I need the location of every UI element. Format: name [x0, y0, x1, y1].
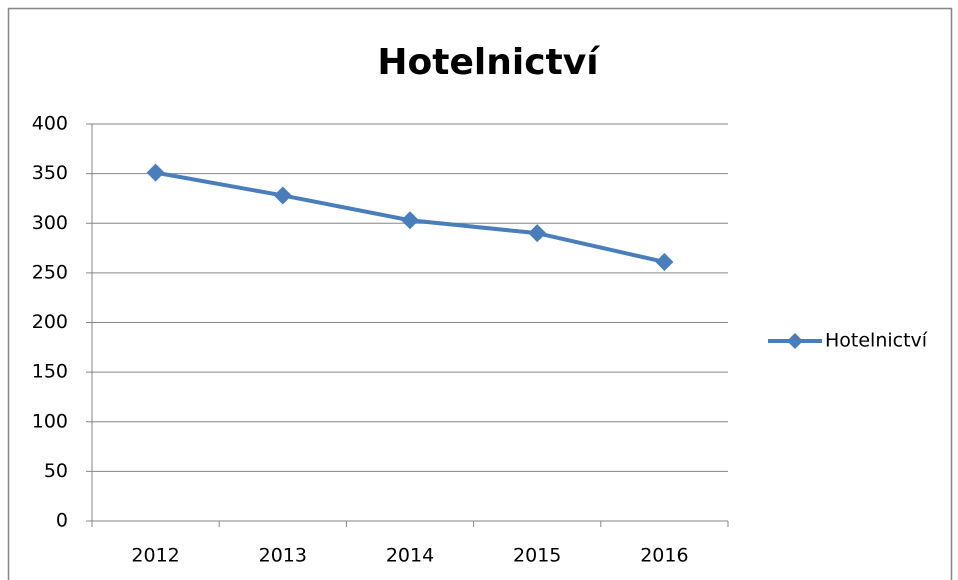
- marker: [273, 186, 292, 205]
- marker: [528, 224, 547, 243]
- y-tick-label: 50: [44, 460, 68, 482]
- legend-marker: [787, 333, 803, 349]
- x-tick-label: 2014: [386, 545, 434, 567]
- y-tick-label: 200: [32, 311, 68, 333]
- x-tick-label: 2013: [259, 545, 307, 567]
- marker: [401, 211, 419, 230]
- marker: [146, 163, 165, 182]
- y-tick-label: 250: [32, 261, 68, 283]
- y-tick-label: 150: [32, 361, 68, 383]
- y-tick-label: 400: [32, 113, 68, 135]
- legend-label: Hotelnictví: [825, 330, 928, 352]
- y-tick-label: 300: [32, 212, 68, 234]
- x-tick-label: 2015: [513, 545, 561, 567]
- y-tick-label: 350: [32, 162, 68, 184]
- x-tick-label: 2012: [131, 545, 179, 567]
- y-tick-label: 0: [56, 510, 68, 532]
- marker: [655, 252, 674, 271]
- chart-frame: [7, 7, 953, 580]
- chart-title: Hotelnictví: [377, 42, 600, 83]
- x-tick-label: 2016: [640, 545, 688, 567]
- y-tick-label: 100: [32, 410, 68, 432]
